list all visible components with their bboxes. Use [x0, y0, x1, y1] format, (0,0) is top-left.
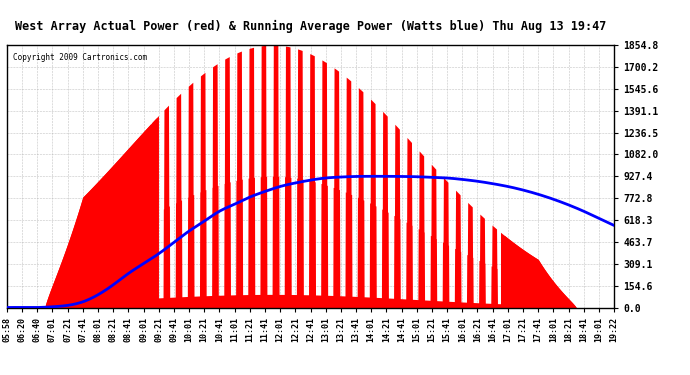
Text: West Array Actual Power (red) & Running Average Power (Watts blue) Thu Aug 13 19: West Array Actual Power (red) & Running … — [14, 20, 607, 33]
Text: Copyright 2009 Cartronics.com: Copyright 2009 Cartronics.com — [13, 53, 147, 62]
